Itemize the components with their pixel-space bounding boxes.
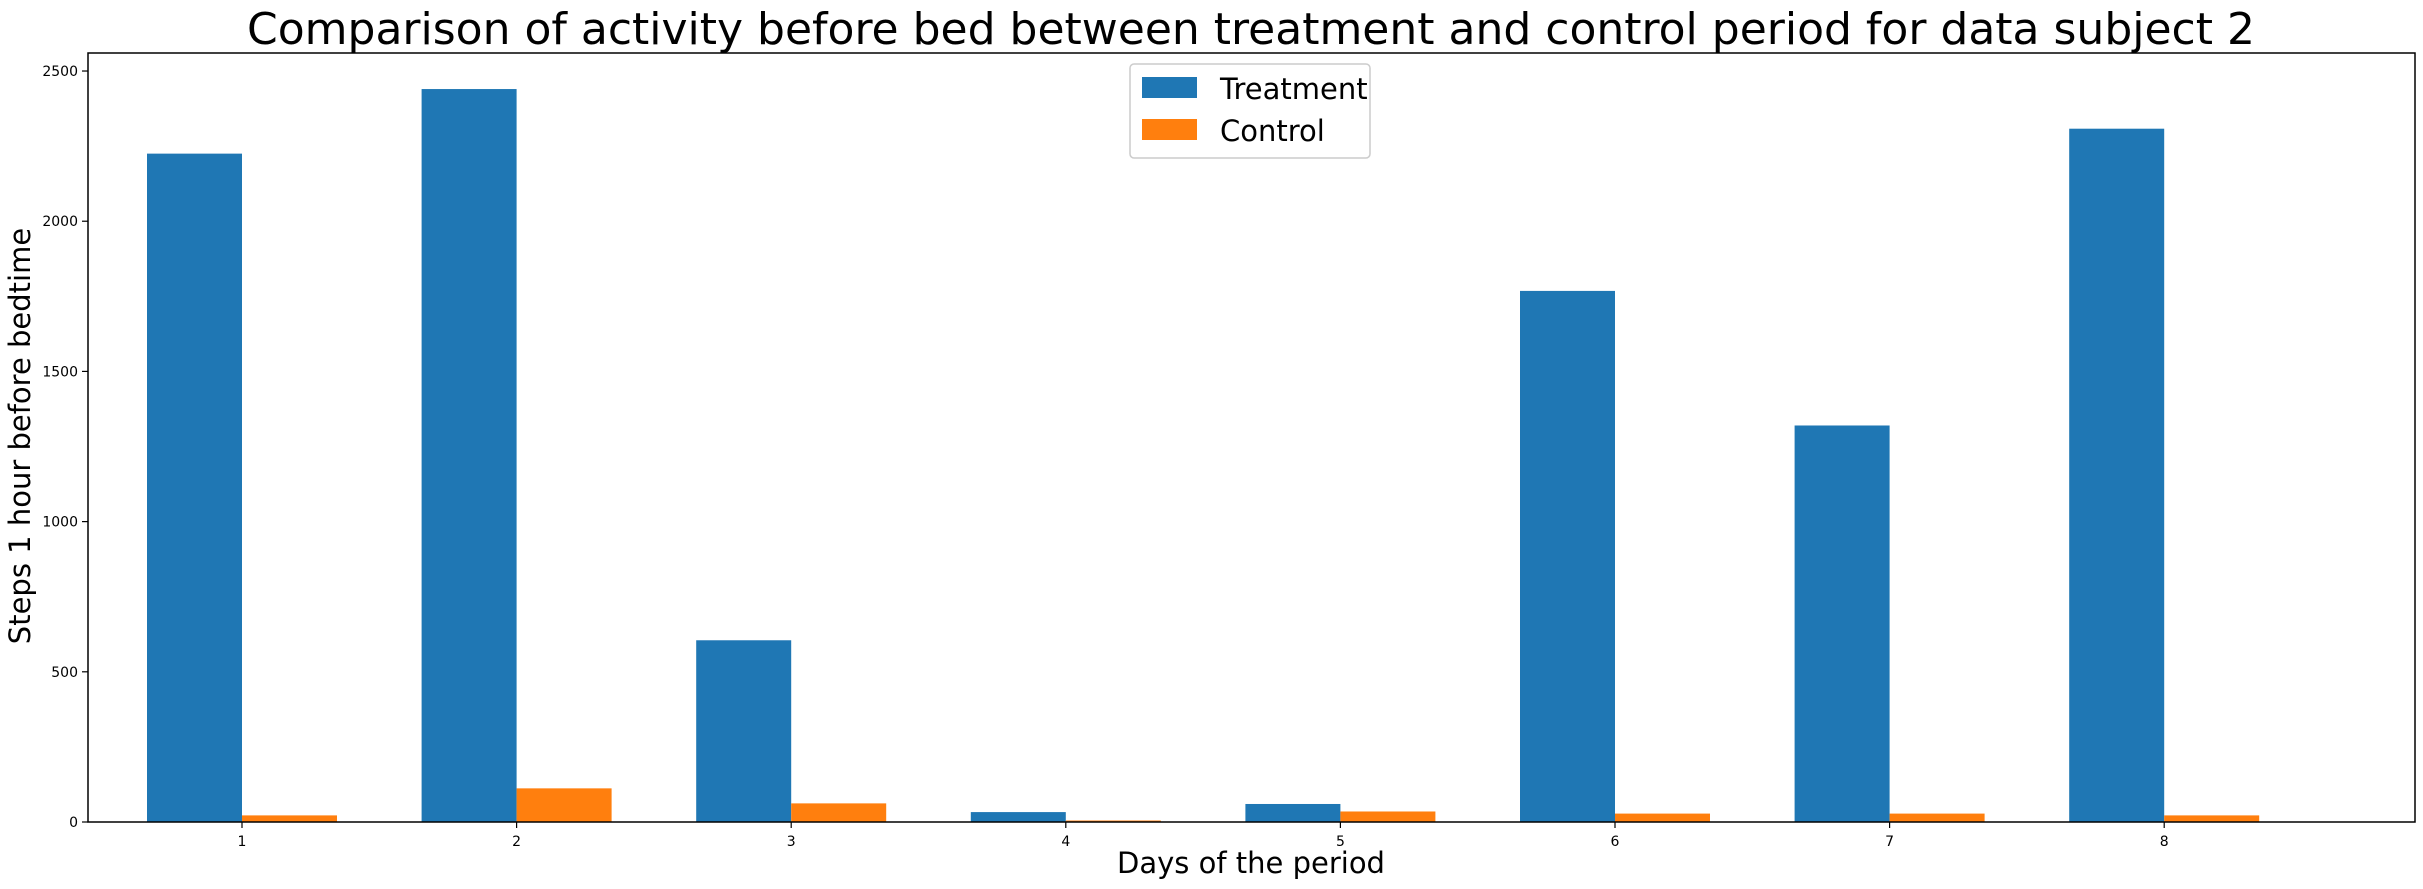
x-tick-label: 1 xyxy=(238,834,247,850)
bar-treatment-day-2 xyxy=(421,89,517,822)
bar-treatment-day-1 xyxy=(147,153,242,822)
x-tick-label: 8 xyxy=(2160,834,2169,850)
bar-control-day-3 xyxy=(791,803,887,822)
bar-treatment-day-5 xyxy=(1245,803,1341,822)
legend: Treatment Control xyxy=(1129,63,1371,159)
bar-treatment-day-6 xyxy=(1520,290,1615,822)
y-tick-label: 1500 xyxy=(42,364,78,380)
legend-swatch-control xyxy=(1142,119,1197,140)
bar-control-day-4 xyxy=(1065,820,1161,822)
x-axis-label: Days of the period xyxy=(1117,846,1385,880)
x-tick-label: 4 xyxy=(1061,834,1070,850)
y-tick-label: 2500 xyxy=(42,64,78,80)
legend-swatch-treatment xyxy=(1142,77,1197,98)
chart-title: Comparison of activity before bed betwee… xyxy=(247,4,2255,55)
bar-control-day-2 xyxy=(516,788,612,822)
y-tick-label: 0 xyxy=(69,815,78,831)
bar-control-day-5 xyxy=(1340,811,1436,822)
x-axis-ticks: 1 2 3 4 5 6 7 8 xyxy=(238,822,2169,850)
x-tick-label: 5 xyxy=(1336,834,1345,850)
x-tick-label: 3 xyxy=(787,834,796,850)
y-tick-label: 2000 xyxy=(42,214,78,230)
legend-label-treatment: Treatment xyxy=(1219,72,1368,106)
y-tick-label: 500 xyxy=(51,665,78,681)
bar-treatment-day-4 xyxy=(970,812,1066,822)
y-axis-label: Steps 1 hour before bedtime xyxy=(3,228,37,644)
bar-control-day-1 xyxy=(242,815,337,822)
y-axis-ticks: 0 500 1000 1500 2000 2500 xyxy=(42,64,88,831)
x-tick-label: 2 xyxy=(512,834,521,850)
x-tick-label: 6 xyxy=(1611,834,1620,850)
bar-control-day-8 xyxy=(2164,815,2260,822)
bar-treatment-day-7 xyxy=(1794,425,1890,822)
bar-control-day-6 xyxy=(1615,813,1710,822)
bar-control-day-7 xyxy=(1889,813,1985,822)
plot-frame xyxy=(87,52,2416,823)
legend-label-control: Control xyxy=(1220,114,1325,148)
x-tick-label: 7 xyxy=(1885,834,1894,850)
bar-treatment-day-3 xyxy=(696,640,792,822)
bar-treatment-day-8 xyxy=(2069,128,2165,823)
y-tick-label: 1000 xyxy=(42,515,78,531)
bars-group xyxy=(147,89,2260,823)
